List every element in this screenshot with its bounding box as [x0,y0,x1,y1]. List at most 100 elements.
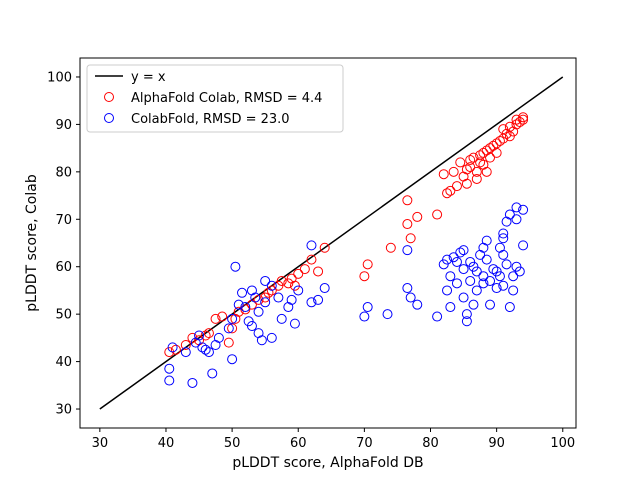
data-point [306,297,317,308]
data-point [313,266,324,277]
data-point [203,347,214,358]
data-point [504,209,515,220]
data-point [412,211,423,222]
data-point [240,302,251,313]
x-tick-label: 30 [92,436,109,451]
data-point [313,294,324,305]
data-point [164,363,175,374]
data-point [246,299,257,310]
data-point [442,285,453,296]
data-point [385,242,396,253]
data-point [412,299,423,310]
data-point [501,128,512,139]
data-point [498,280,509,291]
data-point [230,261,241,272]
data-point [200,330,211,341]
data-point [455,247,466,258]
data-point [511,119,522,130]
legend-label-alphafold: AlphaFold Colab, RMSD = 4.4 [131,91,322,106]
data-point [237,287,248,298]
data-point [170,344,181,355]
data-point [451,256,462,267]
data-point [266,332,277,343]
data-point [442,254,453,265]
data-point [478,159,489,170]
data-point [405,292,416,303]
data-point [180,339,191,350]
data-point [253,328,264,339]
data-point [461,178,472,189]
data-point [213,332,224,343]
data-point [485,299,496,310]
x-tick-label: 70 [356,436,373,451]
series-alphafold-colab [164,112,529,358]
data-point [458,245,469,256]
x-tick-label: 60 [290,436,307,451]
data-point [283,302,294,313]
data-point [273,292,284,303]
data-point [458,264,469,275]
data-point [475,150,486,161]
data-point [276,313,287,324]
data-point [293,285,304,296]
y-tick-label: 80 [55,165,72,180]
data-point [498,228,509,239]
data-point [448,166,459,177]
data-point [475,249,486,260]
data-point [432,311,443,322]
data-point [276,275,287,286]
data-point [164,375,175,386]
legend-marker-colabfold [104,113,114,123]
data-point [442,188,453,199]
data-point [402,219,413,230]
data-point [494,136,505,147]
data-point [518,114,529,125]
data-point [250,292,261,303]
y-axis-label: pLDDT score, Colab [24,174,40,312]
data-point [491,138,502,149]
data-point [233,299,244,310]
data-point [468,299,479,310]
data-point [471,166,482,177]
data-point [167,342,178,353]
data-point [207,368,218,379]
data-point [458,171,469,182]
x-tick-label: 80 [422,436,439,451]
data-point [210,339,221,350]
data-point [260,275,271,286]
legend-label-ref: y = x [131,70,166,85]
data-point [260,297,271,308]
data-point [263,287,274,298]
x-tick-label: 40 [158,436,175,451]
data-point [432,209,443,220]
data-point [514,266,525,277]
data-point [306,254,317,265]
data-point [485,152,496,163]
data-point [197,342,208,353]
data-point [471,285,482,296]
data-point [402,245,413,256]
data-point [465,275,476,286]
data-point [468,152,479,163]
data-point [256,335,267,346]
data-point [445,271,456,282]
data-point [494,242,505,253]
data-point [299,264,310,275]
data-point [501,259,512,270]
points-layer [164,112,529,388]
x-tick-label: 50 [224,436,241,451]
x-axis-ticks: 30 40 50 60 70 80 90 100 [92,428,575,451]
data-point [402,195,413,206]
data-point [405,233,416,244]
data-point [485,275,496,286]
data-point [286,294,297,305]
data-point [190,337,201,348]
data-point [478,278,489,289]
data-point [402,283,413,294]
data-point [518,240,529,251]
data-point [266,285,277,296]
data-point [461,309,472,320]
y-tick-label: 100 [47,70,72,85]
data-point [504,302,515,313]
data-point [266,280,277,291]
